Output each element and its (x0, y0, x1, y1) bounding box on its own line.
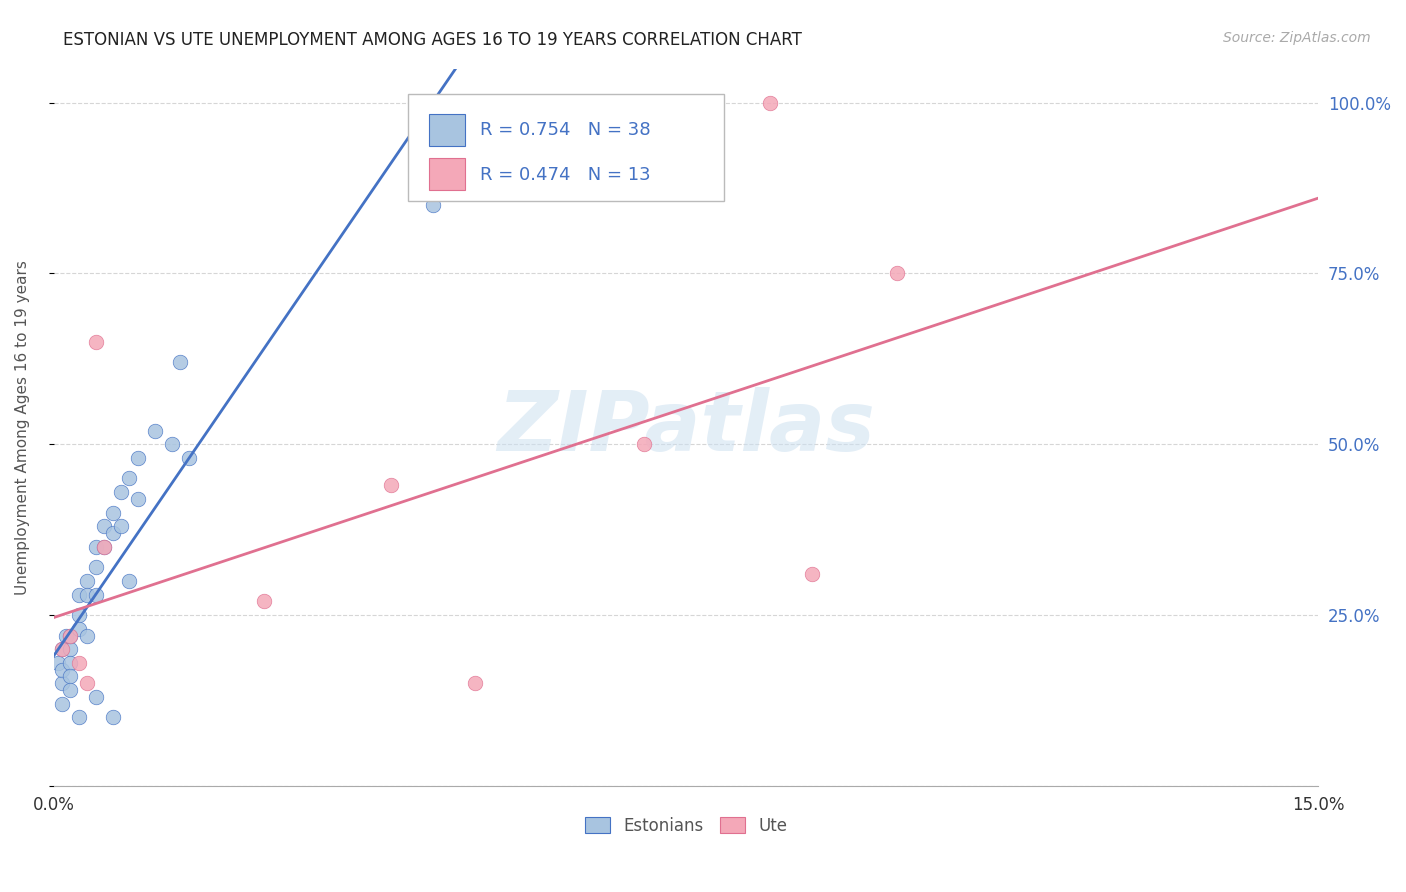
Text: R = 0.474   N = 13: R = 0.474 N = 13 (479, 166, 651, 184)
Point (84, 587, 107, 601)
FancyBboxPatch shape (408, 94, 724, 202)
FancyBboxPatch shape (429, 114, 464, 146)
FancyBboxPatch shape (429, 158, 464, 190)
Point (46, 656, 69, 670)
Point (84, 540, 107, 554)
Text: ZIPatlas: ZIPatlas (496, 386, 875, 467)
Point (84, 560, 107, 574)
Point (464, 676, 486, 690)
Text: ESTONIAN VS UTE UNEMPLOYMENT AMONG AGES 16 TO 19 YEARS CORRELATION CHART: ESTONIAN VS UTE UNEMPLOYMENT AMONG AGES … (63, 31, 803, 49)
Point (67, 622, 90, 636)
Point (59, 683, 82, 698)
Point (110, 485, 132, 500)
Point (76, 628, 98, 642)
Point (177, 450, 200, 465)
Point (76, 574, 98, 588)
Point (143, 424, 166, 438)
Point (93, 540, 115, 554)
Legend: Estonians, Ute: Estonians, Ute (585, 817, 787, 835)
Point (93, 540, 115, 554)
Y-axis label: Unemployment Among Ages 16 to 19 years: Unemployment Among Ages 16 to 19 years (15, 260, 30, 595)
Point (67, 710, 90, 724)
Point (51, 642, 73, 657)
Point (67, 656, 90, 670)
Point (127, 491, 149, 506)
Text: Source: ZipAtlas.com: Source: ZipAtlas.com (1223, 31, 1371, 45)
Point (101, 506, 124, 520)
Point (51, 663, 73, 677)
Point (118, 574, 141, 588)
Point (51, 697, 73, 711)
Point (759, 95, 782, 110)
Point (633, 437, 655, 451)
Point (76, 676, 98, 690)
Point (160, 437, 183, 451)
Point (380, 478, 402, 492)
Point (55, 628, 77, 642)
Point (84, 690, 107, 704)
Point (110, 519, 132, 533)
Point (59, 628, 82, 642)
Point (93, 519, 115, 533)
Point (51, 642, 73, 657)
Point (84, 334, 107, 349)
Point (59, 642, 82, 657)
Point (101, 710, 124, 724)
Point (422, 198, 444, 212)
Point (51, 676, 73, 690)
Point (801, 567, 824, 582)
Point (67, 607, 90, 622)
Point (169, 355, 191, 369)
Point (59, 656, 82, 670)
Point (886, 267, 908, 281)
Point (101, 526, 124, 541)
Text: R = 0.754   N = 38: R = 0.754 N = 38 (479, 121, 651, 139)
Point (127, 450, 149, 465)
Point (67, 587, 90, 601)
Point (59, 628, 82, 642)
Point (253, 594, 276, 608)
Point (59, 669, 82, 683)
Point (76, 587, 98, 601)
Point (118, 471, 141, 485)
